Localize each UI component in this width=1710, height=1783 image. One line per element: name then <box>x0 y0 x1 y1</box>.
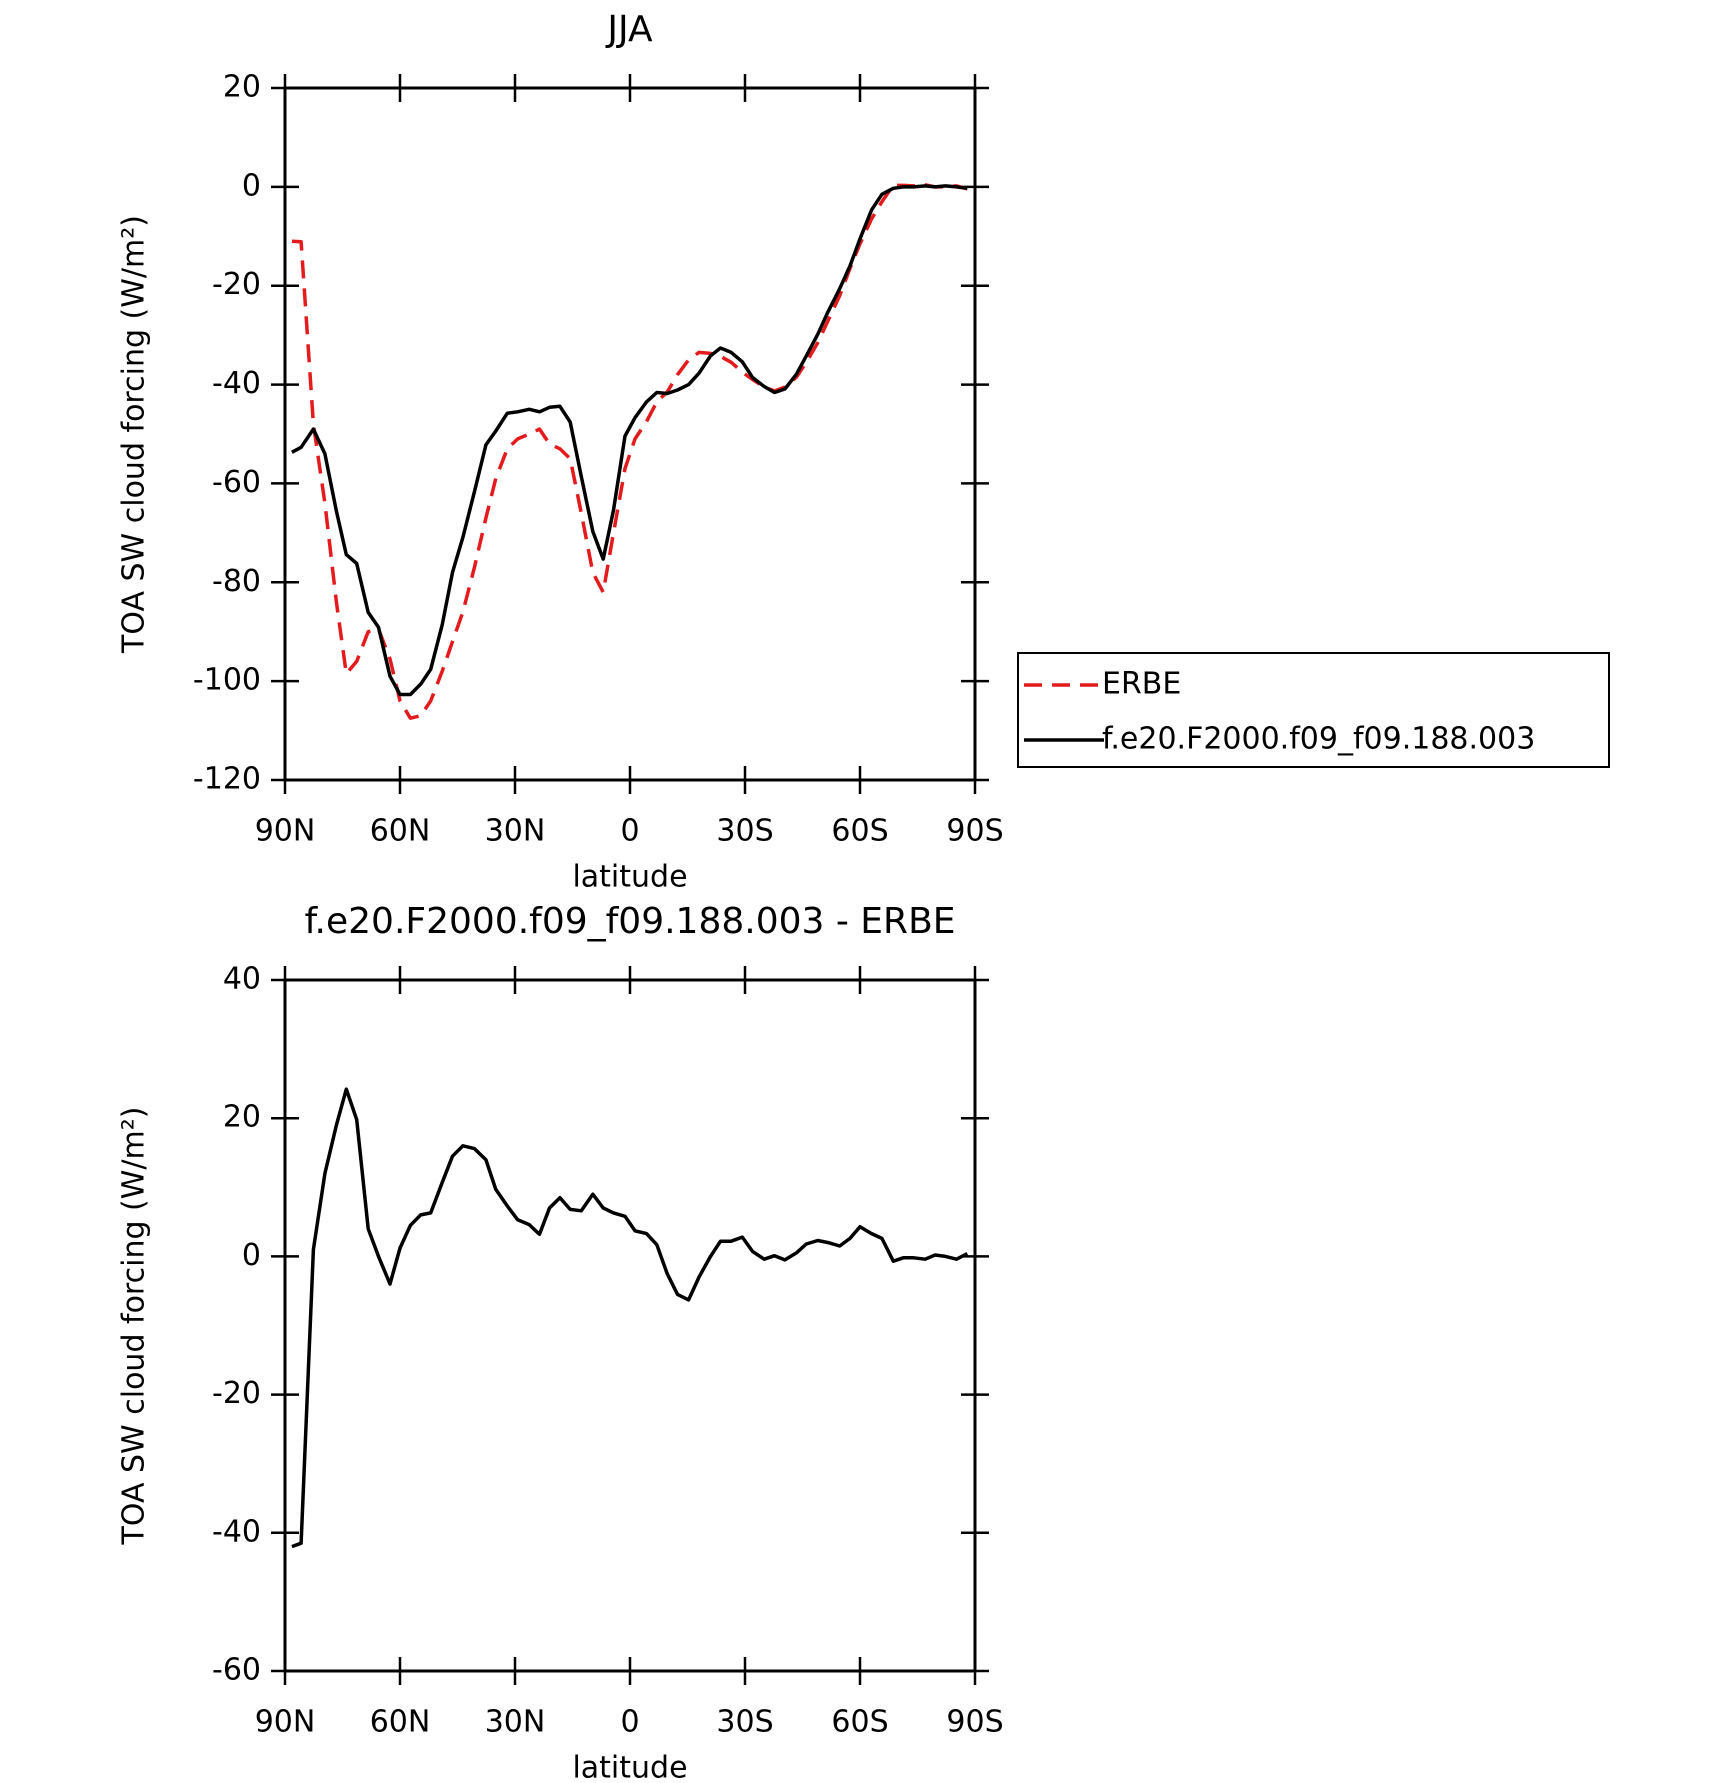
y-tick-label: -100 <box>193 663 261 698</box>
y-tick-label: -120 <box>193 762 261 797</box>
y-tick-label: 20 <box>223 70 261 105</box>
x-tick-label: 60N <box>370 814 431 849</box>
y-axis-label: TOA SW cloud forcing (W/m²) <box>117 1107 152 1546</box>
x-tick-label: 0 <box>620 1705 639 1740</box>
x-tick-label: 90N <box>255 1705 316 1740</box>
x-axis-label: latitude <box>572 860 687 895</box>
data-line <box>291 184 968 697</box>
y-tick-label: -80 <box>212 564 261 599</box>
x-tick-label: 90S <box>946 814 1003 849</box>
y-tick-label: -20 <box>212 267 261 302</box>
x-axis-label: latitude <box>572 1751 687 1783</box>
y-tick-label: -40 <box>212 366 261 401</box>
x-tick-label: 30N <box>485 1705 546 1740</box>
chart-title: JJA <box>605 9 653 50</box>
data-line <box>291 183 968 720</box>
x-tick-label: 60S <box>831 1705 888 1740</box>
y-tick-label: -60 <box>212 1653 261 1688</box>
y-tick-label: 0 <box>242 168 261 203</box>
x-tick-label: 0 <box>620 814 639 849</box>
y-tick-label: 0 <box>242 1238 261 1273</box>
y-tick-label: -20 <box>212 1376 261 1411</box>
x-tick-label: 30N <box>485 814 546 849</box>
x-tick-label: 90N <box>255 814 316 849</box>
chart-title: f.e20.F2000.f09_f09.188.003 - ERBE <box>304 901 955 942</box>
legend-label: f.e20.F2000.f09_f09.188.003 <box>1102 722 1535 757</box>
y-tick-label: 20 <box>223 1100 261 1135</box>
y-tick-label: -60 <box>212 465 261 500</box>
x-tick-label: 60N <box>370 1705 431 1740</box>
data-line <box>291 1087 969 1549</box>
legend-box <box>1017 652 1610 768</box>
y-tick-label: -40 <box>212 1514 261 1549</box>
x-tick-label: 60S <box>831 814 888 849</box>
x-tick-label: 90S <box>946 1705 1003 1740</box>
y-tick-label: 40 <box>223 962 261 997</box>
x-tick-label: 30S <box>716 814 773 849</box>
x-tick-label: 30S <box>716 1705 773 1740</box>
y-axis-label: TOA SW cloud forcing (W/m²) <box>117 215 152 654</box>
plot-frame <box>283 978 977 1673</box>
legend-label: ERBE <box>1102 667 1181 702</box>
